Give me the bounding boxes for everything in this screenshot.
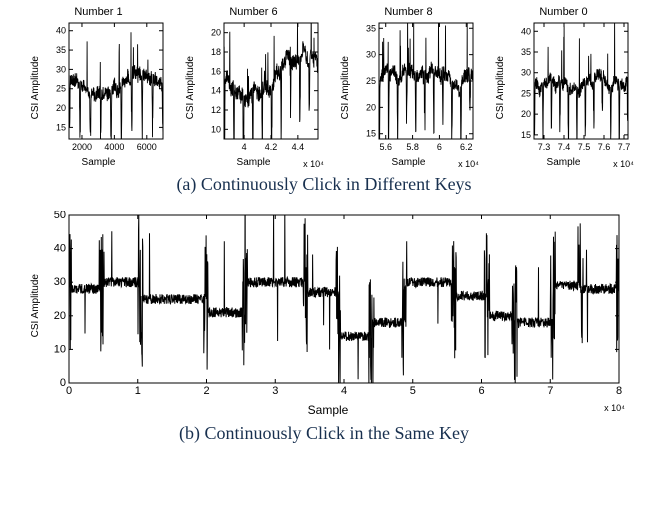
svg-text:0: 0 xyxy=(66,385,72,397)
svg-text:20: 20 xyxy=(56,103,66,113)
svg-text:12: 12 xyxy=(211,105,221,115)
svg-text:15: 15 xyxy=(56,122,66,132)
svg-text:25: 25 xyxy=(521,88,531,98)
svg-text:16: 16 xyxy=(211,66,221,76)
mini-chart-svg: 10 12 14 16 18 20 4 4.2 4.4 xyxy=(198,19,322,157)
svg-text:4: 4 xyxy=(341,385,347,397)
svg-text:18: 18 xyxy=(211,47,221,57)
svg-text:4.4: 4.4 xyxy=(292,142,305,152)
svg-text:8: 8 xyxy=(616,385,622,397)
svg-text:6: 6 xyxy=(478,385,484,397)
svg-text:7.5: 7.5 xyxy=(578,142,591,152)
svg-text:50: 50 xyxy=(54,211,66,221)
svg-text:35: 35 xyxy=(521,47,531,57)
mini-chart-svg: 15 20 25 30 35 5.6 5.8 6 6.2 xyxy=(353,19,477,157)
panel-b-svg: 01020304050012345678 xyxy=(43,211,623,401)
mini-chart-ylabel: CSI Amplitude xyxy=(30,56,41,119)
svg-text:7: 7 xyxy=(547,385,553,397)
svg-text:5.6: 5.6 xyxy=(379,142,392,152)
mini-chart-ylabel: CSI Amplitude xyxy=(495,56,506,119)
svg-text:15: 15 xyxy=(366,129,376,139)
mini-chart-exp-label: x 10⁴ xyxy=(613,159,634,169)
svg-text:40: 40 xyxy=(54,243,66,255)
mini-chart-xlabel: Sample xyxy=(547,157,581,168)
mini-chart-svg: 15 20 25 30 35 40 2000 4000 6000 xyxy=(43,19,167,157)
svg-text:4: 4 xyxy=(242,142,247,152)
svg-text:7.7: 7.7 xyxy=(618,142,631,152)
svg-text:20: 20 xyxy=(211,28,221,38)
svg-text:30: 30 xyxy=(54,276,66,288)
panel-b-svg-wrap: 01020304050012345678x 10⁴ xyxy=(43,211,623,401)
mini-chart-ylabel: CSI Amplitude xyxy=(340,56,351,119)
mini-chart-xlabel: Sample xyxy=(237,157,271,168)
svg-text:40: 40 xyxy=(56,26,66,36)
mini-chart-svg-wrap: 15 20 25 30 35 40 2000 4000 6000 xyxy=(43,19,167,157)
svg-text:6: 6 xyxy=(437,142,442,152)
mini-chart-title: Number 0 xyxy=(539,6,587,18)
mini-chart-ylabel: CSI Amplitude xyxy=(185,56,196,119)
svg-text:15: 15 xyxy=(521,130,531,140)
svg-text:40: 40 xyxy=(521,26,531,36)
svg-text:30: 30 xyxy=(366,50,376,60)
svg-text:25: 25 xyxy=(366,76,376,86)
svg-text:20: 20 xyxy=(366,102,376,112)
mini-chart-0: Number 1 CSI Amplitude 15 20 25 30 35 40 2000 400… xyxy=(30,6,167,168)
panel-b-caption: (b) Continuously Click in the Same Key xyxy=(12,423,636,444)
svg-text:5.8: 5.8 xyxy=(406,142,419,152)
mini-chart-svg-wrap: 10121416182044.24.4x 10⁴ xyxy=(198,19,322,157)
svg-text:3: 3 xyxy=(272,385,278,397)
panel-b-exp-label: x 10⁴ xyxy=(604,403,625,413)
panel-a-row: Number 1 CSI Amplitude 15 20 25 30 35 40 2000 400… xyxy=(30,6,632,168)
svg-text:7.3: 7.3 xyxy=(538,142,551,152)
svg-text:30: 30 xyxy=(521,68,531,78)
mini-chart-svg: 15 20 25 30 35 40 7.3 7.4 7.5 7.6 7.7 xyxy=(508,19,632,157)
mini-chart-svg-wrap: 15202530355.65.866.2x 10⁴ xyxy=(353,19,477,157)
svg-text:35: 35 xyxy=(366,23,376,33)
svg-text:20: 20 xyxy=(54,310,66,322)
mini-chart-1: Number 6 CSI Amplitude 10 12 14 16 18 20 4 4.2 4.4… xyxy=(185,6,322,168)
panel-a-caption: (a) Continuously Click in Different Keys xyxy=(12,174,636,195)
mini-chart-title: Number 1 xyxy=(74,6,122,18)
svg-text:25: 25 xyxy=(56,84,66,94)
svg-text:5: 5 xyxy=(410,385,416,397)
mini-chart-svg-wrap: 1520253035407.37.47.57.67.7x 10⁴ xyxy=(508,19,632,157)
mini-chart-xlabel: Sample xyxy=(82,157,116,168)
svg-text:10: 10 xyxy=(211,124,221,134)
mini-chart-title: Number 6 xyxy=(229,6,277,18)
panel-b-ylabel: CSI Amplitude xyxy=(30,274,41,337)
figure-page: Number 1CSI Amplitude1520253035402000400… xyxy=(0,0,648,525)
svg-text:1: 1 xyxy=(135,385,141,397)
svg-text:6000: 6000 xyxy=(137,142,157,152)
svg-text:30: 30 xyxy=(56,64,66,74)
mini-chart-3: Number 0 CSI Amplitude 15 20 25 30 35 40 7.3 7.4 7… xyxy=(495,6,632,168)
mini-chart-exp-label: x 10⁴ xyxy=(458,159,479,169)
svg-text:7.6: 7.6 xyxy=(598,142,611,152)
svg-text:14: 14 xyxy=(211,86,221,96)
mini-chart-xlabel: Sample xyxy=(392,157,426,168)
svg-text:4.2: 4.2 xyxy=(265,142,278,152)
svg-text:35: 35 xyxy=(56,45,66,55)
svg-text:2: 2 xyxy=(203,385,209,397)
panel-b-wrap: CSI Amplitude 01020304050012345678x 10⁴ … xyxy=(30,211,626,417)
svg-text:2000: 2000 xyxy=(72,142,92,152)
svg-text:7.4: 7.4 xyxy=(558,142,571,152)
svg-text:10: 10 xyxy=(54,343,66,355)
svg-text:20: 20 xyxy=(521,109,531,119)
mini-chart-title: Number 8 xyxy=(384,6,432,18)
svg-text:6.2: 6.2 xyxy=(460,142,473,152)
panel-b-xlabel: Sample xyxy=(30,403,626,417)
mini-chart-2: Number 8 CSI Amplitude 15 20 25 30 35 5.6 5.8 6 6.… xyxy=(340,6,477,168)
svg-text:4000: 4000 xyxy=(104,142,124,152)
mini-chart-exp-label: x 10⁴ xyxy=(303,159,324,169)
